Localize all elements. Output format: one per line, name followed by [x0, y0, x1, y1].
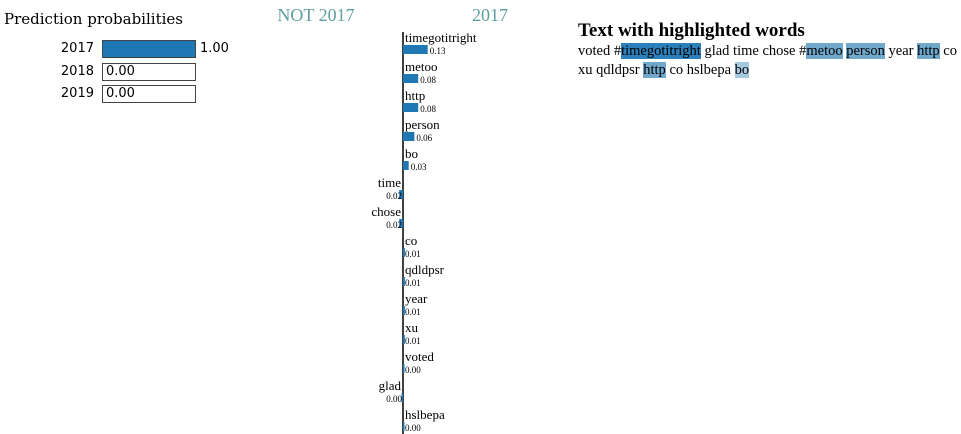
- feature-bar-timegotitright: [403, 45, 428, 54]
- feature-value-label: 0.02: [386, 220, 402, 230]
- feature-value-label: 0.03: [411, 162, 427, 172]
- plain-text: glad time chose #: [700, 43, 807, 59]
- negative-class-title: NOT 2017: [277, 5, 354, 25]
- feature-value-label: 0.02: [386, 191, 402, 201]
- prediction-class-label: 2019: [60, 86, 94, 101]
- feature-bar-glad: [401, 393, 403, 402]
- highlighted-word: http: [643, 62, 666, 78]
- feature-bar-year: [403, 306, 405, 315]
- prediction-value: 0.00: [106, 86, 135, 101]
- prediction-title: Prediction probabilities: [4, 10, 183, 28]
- feature-label: person: [405, 117, 440, 132]
- highlighted-word: person: [846, 43, 885, 59]
- feature-bar-metoo: [403, 74, 419, 83]
- feature-bar-qdldpsr: [403, 277, 405, 286]
- highlighted-text-title: Text with highlighted words: [578, 20, 805, 41]
- feature-value-label: 0.00: [405, 365, 421, 375]
- prediction-row: 2018 0.00: [0, 63, 260, 83]
- feature-label: glad: [379, 378, 402, 393]
- prediction-probabilities-panel: Prediction probabilities 2017 1.00 2018 …: [0, 0, 260, 120]
- feature-value-label: 0.01: [405, 249, 421, 259]
- feature-bar-xu: [403, 335, 405, 344]
- highlighted-text-panel: Text with highlighted words voted #timeg…: [578, 20, 958, 80]
- feature-label: http: [405, 88, 425, 103]
- prediction-value: 1.00: [200, 41, 229, 56]
- feature-label: voted: [405, 349, 434, 364]
- feature-value-label: 0.01: [405, 336, 421, 346]
- feature-value-label: 0.01: [405, 278, 421, 288]
- prediction-bar-fill: [103, 41, 195, 57]
- feature-value-label: 0.13: [430, 46, 446, 56]
- feature-bar-hslbepa: [403, 422, 405, 431]
- prediction-class-label: 2018: [60, 64, 94, 79]
- feature-label: bo: [405, 146, 418, 161]
- positive-class-title: 2017: [472, 5, 508, 25]
- highlighted-text-body: voted #timegotitright glad time chose #m…: [578, 42, 958, 80]
- feature-label: hslbepa: [405, 407, 445, 422]
- plain-text: year: [884, 43, 918, 59]
- feature-bar-bo: [403, 161, 409, 170]
- feature-label: qdldpsr: [405, 262, 445, 277]
- feature-bar-person: [403, 132, 415, 141]
- highlighted-word: metoo: [806, 43, 843, 59]
- feature-value-label: 0.00: [405, 423, 421, 433]
- feature-label: metoo: [405, 59, 438, 74]
- feature-weights-chart: NOT 2017 2017 timegotitright0.13metoo0.0…: [277, 5, 508, 434]
- feature-bar-time: [399, 190, 403, 199]
- prediction-row: 2019 0.00: [0, 85, 260, 105]
- highlighted-word: bo: [734, 62, 750, 78]
- feature-value-label: 0.06: [416, 133, 432, 143]
- feature-label: co: [405, 233, 417, 248]
- feature-label: chose: [371, 204, 401, 219]
- prediction-bar-track: [102, 85, 196, 103]
- feature-bar-http: [403, 103, 419, 112]
- feature-bar-chose: [399, 219, 403, 228]
- feature-bars: timegotitright0.13metoo0.08http0.08perso…: [371, 30, 477, 434]
- highlighted-word: timegotitright: [621, 43, 701, 59]
- feature-label: timegotitright: [405, 30, 477, 45]
- feature-bar-voted: [403, 364, 405, 373]
- feature-bar-co: [403, 248, 405, 257]
- feature-value-label: 0.01: [405, 307, 421, 317]
- feature-value-label: 0.08: [420, 104, 436, 114]
- feature-value-label: 0.00: [386, 394, 402, 404]
- feature-label: xu: [405, 320, 419, 335]
- plain-text: voted: [578, 43, 611, 59]
- prediction-row: 2017 1.00: [0, 40, 260, 60]
- prediction-bar-track: [102, 40, 196, 58]
- feature-label: year: [405, 291, 428, 306]
- plain-text: co xu qdldpsr: [578, 43, 957, 78]
- prediction-class-label: 2017: [60, 41, 94, 56]
- feature-value-label: 0.08: [420, 75, 436, 85]
- plain-text: #: [610, 43, 622, 59]
- prediction-bar-track: [102, 63, 196, 81]
- prediction-value: 0.00: [106, 64, 135, 79]
- highlighted-word: http: [917, 43, 940, 59]
- plain-text: co hslbepa: [665, 62, 735, 78]
- feature-label: time: [378, 175, 401, 190]
